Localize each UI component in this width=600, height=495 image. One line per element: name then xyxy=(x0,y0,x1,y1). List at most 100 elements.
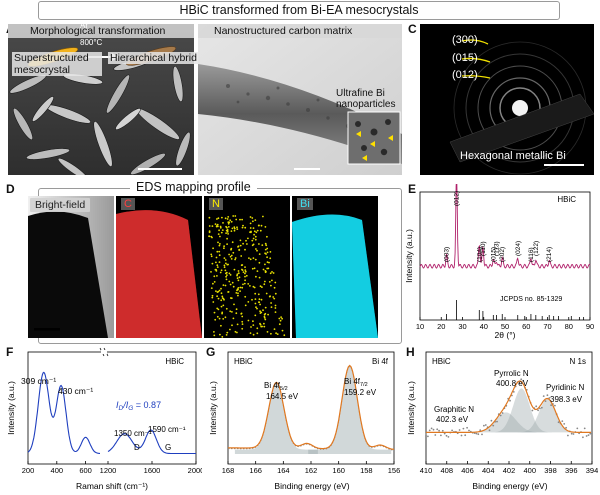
n1s-data-point xyxy=(443,432,446,435)
xrd-peak-label: (122) xyxy=(533,241,540,256)
nitrogen-point xyxy=(222,304,225,307)
map-label-bismuth: Bi xyxy=(297,198,313,210)
nitrogen-point xyxy=(258,298,261,301)
nitrogen-point xyxy=(276,333,279,335)
reference-sticks xyxy=(446,300,585,320)
nitrogen-point xyxy=(222,318,225,320)
map-label-carbon: C xyxy=(121,198,135,210)
nitrogen-point xyxy=(241,327,244,330)
n1s-data-point xyxy=(587,434,590,436)
n1s-data-point xyxy=(582,436,584,439)
nitrogen-point xyxy=(259,312,262,314)
nitrogen-point xyxy=(218,289,221,292)
nitrogen-point xyxy=(225,275,227,278)
nitrogen-point xyxy=(226,237,228,240)
nitrogen-point xyxy=(220,292,223,295)
n1s-data-point xyxy=(460,434,463,437)
nitrogen-point xyxy=(210,255,213,258)
xrd-peak-label: (104) xyxy=(476,247,483,262)
nitrogen-point xyxy=(218,317,221,320)
graphitic-value: 402.3 eV xyxy=(436,415,469,424)
nitrogen-point xyxy=(235,312,238,315)
nitrogen-point xyxy=(217,217,220,220)
nitrogen-point xyxy=(240,255,243,257)
nitrogen-point xyxy=(237,294,239,297)
n1s-data-point xyxy=(501,412,504,414)
nitrogen-point xyxy=(233,303,235,306)
nitrogen-point xyxy=(223,245,225,248)
n1s-data-point xyxy=(427,435,429,438)
nitrogen-point xyxy=(219,243,221,245)
nitrogen-point xyxy=(213,275,216,278)
x-tick-label: 1600 xyxy=(144,466,161,475)
nitrogen-point xyxy=(225,232,227,234)
nitrogen-point xyxy=(281,329,284,332)
hybrid-label: Hierarchical hybrid xyxy=(108,52,199,64)
nitrogen-point xyxy=(213,334,216,337)
raman-sample-label: HBiC xyxy=(165,357,184,366)
nitrogen-point xyxy=(223,257,226,259)
n1s-data-point xyxy=(464,434,467,437)
nitrogen-point xyxy=(258,243,260,245)
x-tick-label: 162 xyxy=(305,466,318,475)
nitrogen-point xyxy=(231,324,233,327)
nitrogen-point xyxy=(215,261,217,264)
nitrogen-point xyxy=(208,225,211,227)
nitrogen-point xyxy=(223,298,225,301)
nitrogen-point xyxy=(218,244,221,247)
nitrogen-point xyxy=(237,292,239,295)
inset-hrtem-image xyxy=(347,111,401,165)
nitrogen-point xyxy=(223,247,225,250)
nitrogen-point xyxy=(254,219,257,221)
bismuth-map-image xyxy=(292,196,378,338)
nitrogen-point xyxy=(229,283,232,286)
nitrogen-point xyxy=(257,293,260,296)
tem-carbon-matrix-image xyxy=(198,24,402,175)
nitrogen-point xyxy=(217,308,220,311)
nitrogen-point xyxy=(252,320,254,323)
n1s-data-point xyxy=(518,382,521,385)
nitrogen-point xyxy=(251,244,254,247)
nitrogen-point xyxy=(249,222,252,225)
nitrogen-point xyxy=(266,256,268,259)
nitrogen-point xyxy=(211,262,214,265)
nitrogen-point xyxy=(267,267,270,270)
x-tick-label: 164 xyxy=(277,466,290,475)
nitrogen-point xyxy=(225,307,228,310)
bi-x-axis-title: Binding energy (eV) xyxy=(274,481,349,491)
nitrogen-point xyxy=(224,284,227,287)
nitrogen-point xyxy=(233,229,236,232)
n1s-data-point xyxy=(589,432,592,435)
nitrogen-point xyxy=(226,274,228,276)
nitrogen-point xyxy=(270,306,273,308)
nitrogen-point xyxy=(272,296,275,298)
nitrogen-point xyxy=(234,258,236,261)
n-sample-label: HBiC xyxy=(432,357,451,366)
beam-stopper xyxy=(449,93,594,163)
nitrogen-point xyxy=(220,305,223,308)
nitrogen-point xyxy=(249,231,251,233)
nitrogen-point xyxy=(236,289,238,292)
nitrogen-point xyxy=(270,302,272,304)
nitrogen-point xyxy=(256,270,259,272)
nitrogen-point xyxy=(264,263,266,266)
nitrogen-point xyxy=(220,287,222,290)
mesocrystal-label: Superstructured mesocrystal xyxy=(12,52,102,76)
g-band-label: G xyxy=(165,443,171,452)
nitrogen-point xyxy=(227,216,230,218)
nitrogen-point xyxy=(225,271,228,274)
nitrogen-point xyxy=(247,237,249,240)
nitrogen-point xyxy=(241,218,243,221)
pyridinic-value: 398.3 eV xyxy=(550,395,583,404)
nitrogen-point xyxy=(239,286,242,289)
nitrogen-point xyxy=(247,283,250,285)
xrd-peak-label: (110) xyxy=(480,241,487,256)
nitrogen-map-image xyxy=(204,196,290,338)
xps-n1s-chart: 410 408 406 404 402 400 398 396 394 HBiC N 1s Py… xyxy=(406,351,598,491)
nitrogen-point xyxy=(223,266,226,269)
nitrogen-point xyxy=(264,248,267,251)
nitrogen-point xyxy=(274,307,277,309)
x-tick-label: 400 xyxy=(51,466,64,475)
nitrogen-point xyxy=(273,286,276,289)
nitrogen-point xyxy=(225,262,227,265)
